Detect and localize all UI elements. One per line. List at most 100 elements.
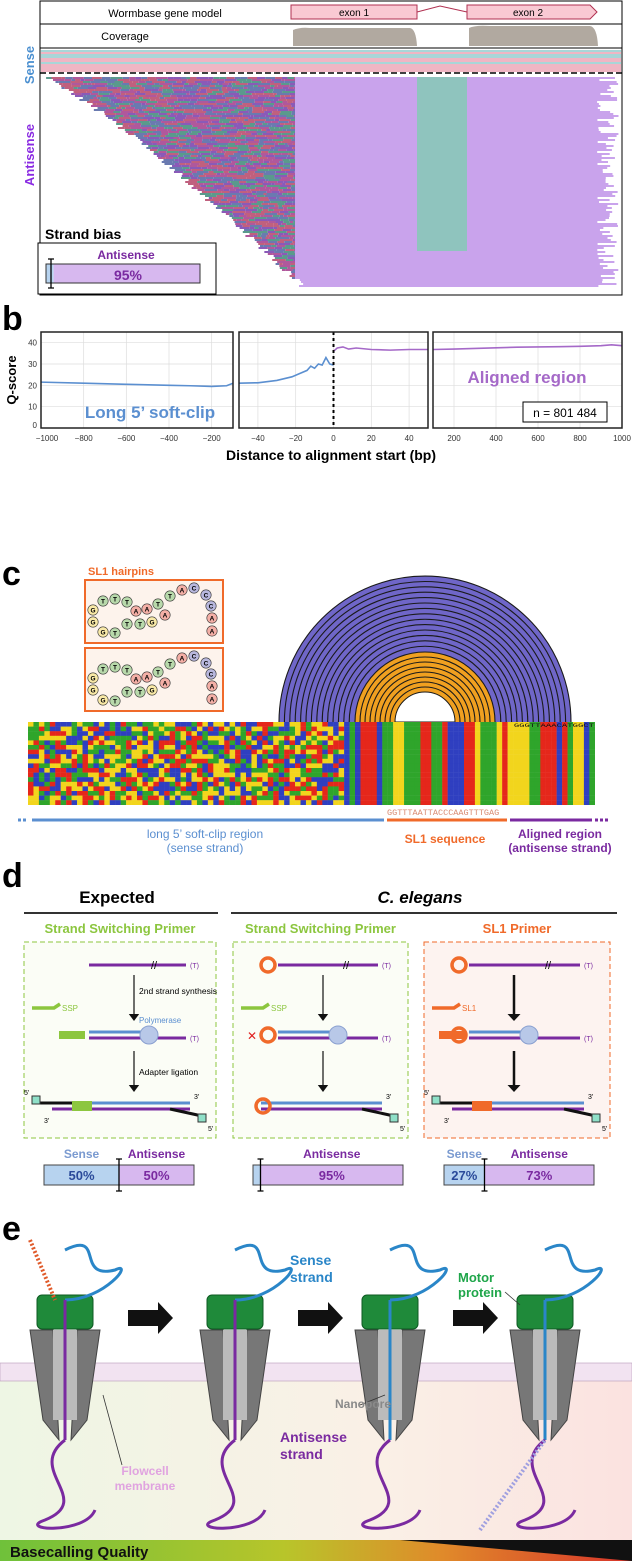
softclip-segment <box>256 195 265 197</box>
softclip-segment <box>148 113 159 115</box>
softclip-segment <box>243 217 255 219</box>
softclip-segment <box>98 91 103 93</box>
softclip-segment <box>177 123 181 125</box>
x-tick-label: −20 <box>289 434 303 443</box>
softclip-segment <box>184 135 196 137</box>
base-cell <box>453 763 459 769</box>
base-cell <box>583 800 590 805</box>
base-cell <box>376 772 383 778</box>
base-cell <box>556 800 563 805</box>
base-cell <box>491 740 497 746</box>
base-cell <box>55 754 61 759</box>
base-cell <box>387 754 394 759</box>
softclip-segment <box>73 91 87 93</box>
softclip-segment <box>79 99 90 101</box>
softclip-segment <box>243 85 254 87</box>
nucleotide-letter: A <box>210 628 215 635</box>
base-cell <box>376 758 383 764</box>
softclip-segment <box>222 121 230 123</box>
softclip-segment <box>221 151 226 153</box>
base-cell <box>387 731 394 736</box>
base-cell <box>540 777 546 782</box>
base-cell <box>218 800 225 805</box>
base-cell <box>273 754 279 759</box>
softclip-segment <box>197 181 206 183</box>
base-cell <box>191 772 198 778</box>
base-cell <box>436 758 443 764</box>
base-cell <box>104 749 110 755</box>
base-cell <box>115 786 121 792</box>
base-cell <box>338 754 345 759</box>
base-cell <box>229 768 236 773</box>
base-cell <box>464 726 470 732</box>
softclip-segment <box>274 183 283 185</box>
base-cell <box>60 781 67 787</box>
base-cell <box>300 735 307 741</box>
base-cell <box>567 731 574 736</box>
strand-bias-sense-fill <box>46 264 54 283</box>
base-cell <box>196 800 203 805</box>
base-cell <box>414 758 421 764</box>
base-cell <box>502 722 508 727</box>
softclip-segment <box>242 115 251 117</box>
base-cell <box>284 768 290 773</box>
base-cell <box>540 722 546 727</box>
base-cell <box>278 745 285 750</box>
base-cell <box>147 745 154 750</box>
base-cell <box>458 777 465 782</box>
base-cell <box>545 777 552 782</box>
softclip-segment <box>179 163 186 165</box>
base-cell <box>213 726 219 732</box>
base-cell <box>578 800 585 805</box>
softclip-segment <box>271 191 280 193</box>
base-cell <box>556 763 563 769</box>
softclip-segment <box>206 159 219 161</box>
base-cell <box>98 777 105 782</box>
base-cell <box>382 745 388 750</box>
base-cell <box>420 781 427 787</box>
softclip-segment <box>167 129 172 131</box>
base-cell <box>289 763 296 769</box>
nucleotide-circle <box>141 671 153 683</box>
base-cell <box>365 777 372 782</box>
softclip-segment <box>242 205 251 207</box>
base-cell <box>480 763 486 769</box>
softclip-segment <box>249 165 254 167</box>
base-cell <box>202 791 209 796</box>
base-cell <box>126 768 132 773</box>
softclip-segment <box>258 127 270 129</box>
nucleotide-letter: T <box>113 664 117 671</box>
softclip-segment <box>255 167 265 169</box>
base-cell <box>278 754 285 759</box>
softclip-segment <box>188 83 198 85</box>
sense-read <box>41 66 621 68</box>
base-cell <box>267 800 274 805</box>
base-cell <box>387 722 394 727</box>
softclip-segment <box>65 77 73 79</box>
softclip-segment <box>282 247 291 249</box>
base-cell <box>485 786 492 792</box>
base-cell <box>28 777 34 782</box>
base-cell <box>327 763 334 769</box>
nucleotide-circle <box>200 657 212 669</box>
nucleotide-letter: C <box>209 603 214 610</box>
softclip-segment <box>130 127 142 129</box>
softclip-segment <box>285 249 294 251</box>
softclip-segment <box>247 83 259 85</box>
base-cell <box>87 722 94 727</box>
base-cell <box>316 754 323 759</box>
softclip-segment <box>292 203 295 205</box>
base-cell <box>93 749 100 755</box>
softclip-segment <box>274 119 280 121</box>
base-cell <box>305 800 312 805</box>
softclip-segment <box>200 153 211 155</box>
base-cell <box>589 754 595 759</box>
softclip-segment <box>105 109 115 111</box>
base-cell <box>131 777 138 782</box>
base-cell <box>338 745 345 750</box>
base-cell <box>180 763 187 769</box>
softclip-segment <box>224 155 229 157</box>
base-cell <box>414 763 421 769</box>
base-cell <box>120 758 127 764</box>
base-cell <box>311 772 318 778</box>
